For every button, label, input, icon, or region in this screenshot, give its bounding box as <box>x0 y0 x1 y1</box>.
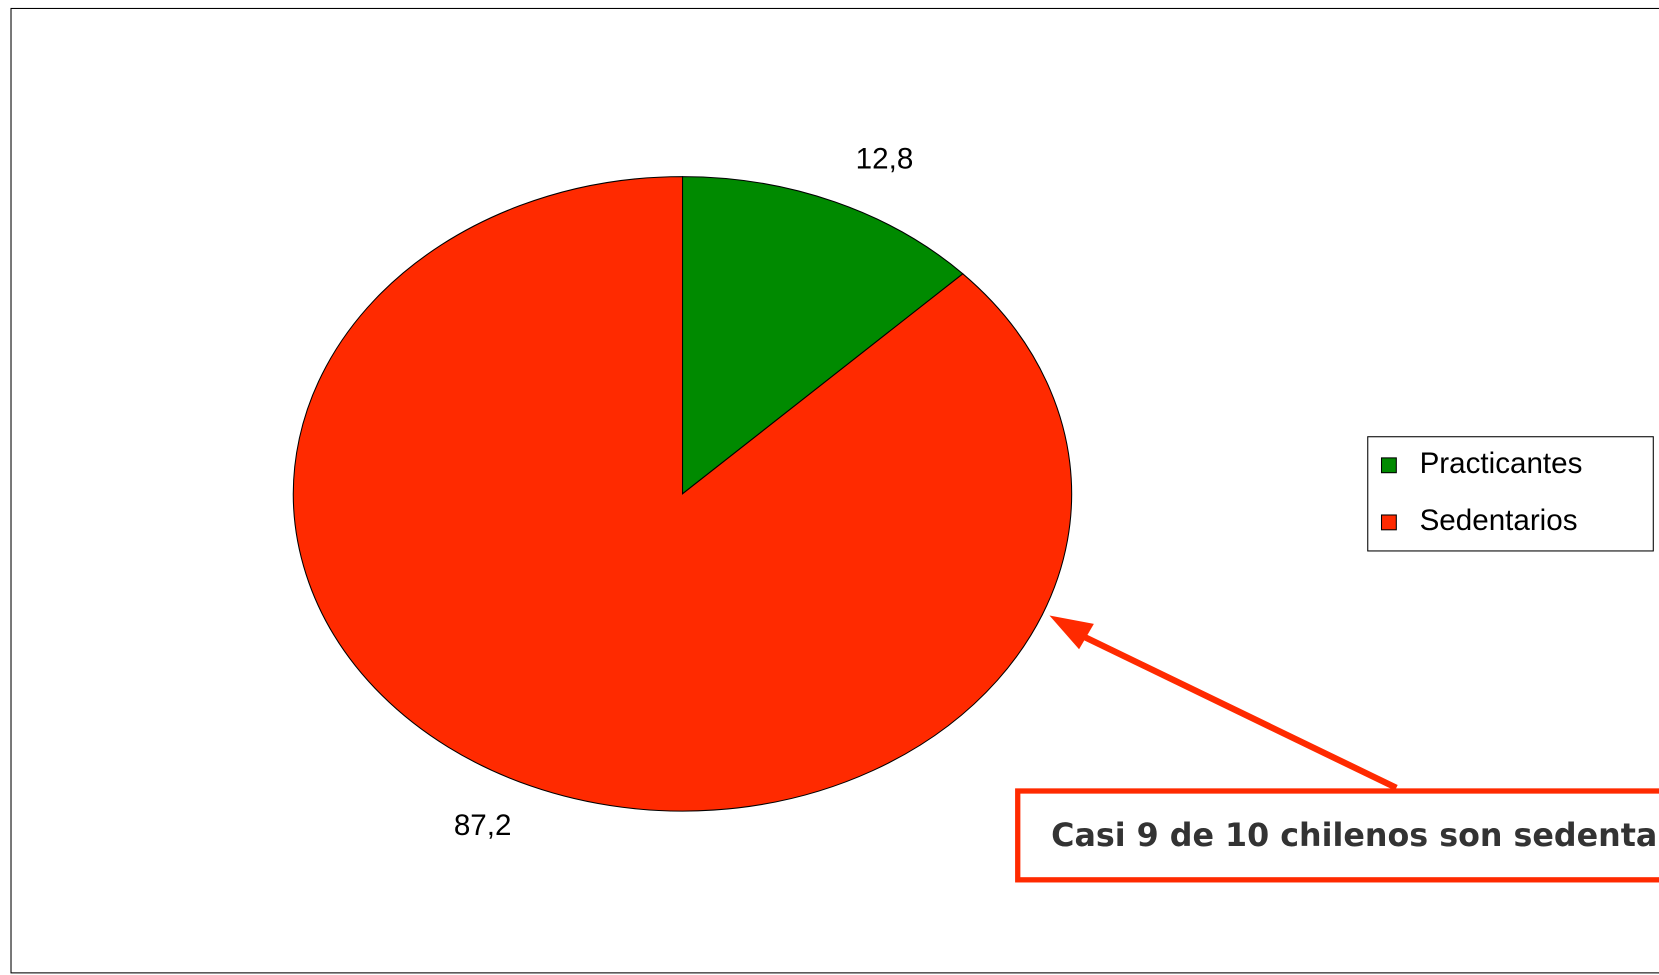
data-label: 87,2 <box>454 809 512 842</box>
annotation: Casi 9 de 10 chilenos son sedentarios <box>1051 816 1659 854</box>
legend-box <box>1367 436 1654 552</box>
annotation-box <box>1015 788 1659 883</box>
pie-slice <box>681 176 964 495</box>
legend-swatch <box>1380 457 1397 474</box>
annotation-container: Casi 9 de 10 chilenos son sedentarios <box>1051 816 1659 854</box>
legend-swatch <box>1380 514 1397 531</box>
pie: 12,8 87,2 <box>292 143 1073 842</box>
legend-label: Practicantes <box>1420 447 1583 480</box>
pie-slice <box>292 176 1073 812</box>
data-label: 12,8 <box>856 143 914 176</box>
legend-label: Sedentarios <box>1420 504 1578 537</box>
arrow-head <box>1049 615 1094 650</box>
arrow-line <box>1069 627 1398 791</box>
legend: Practicantes Sedentarios <box>1380 447 1583 537</box>
